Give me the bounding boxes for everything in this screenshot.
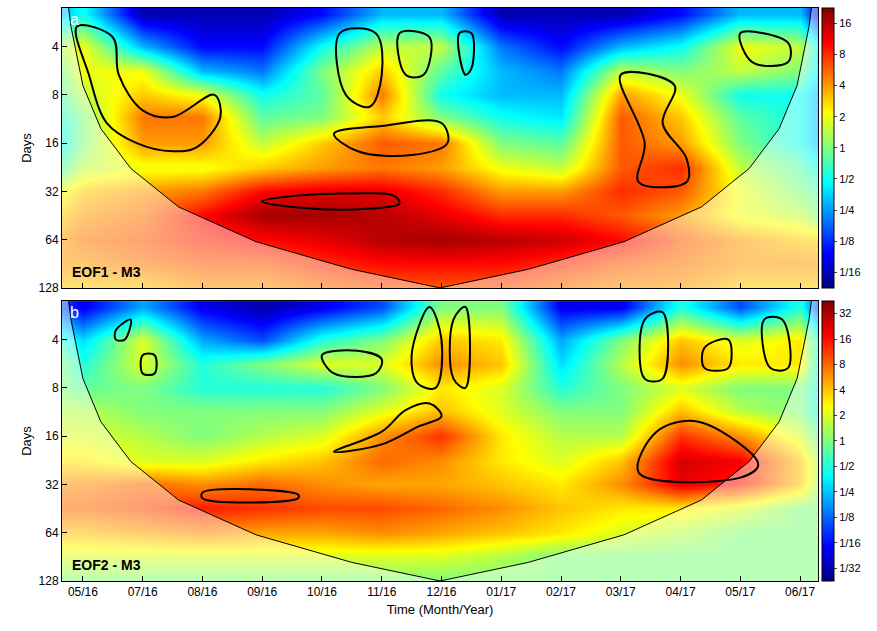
svg-text:02/17: 02/17 — [546, 585, 576, 599]
svg-text:EOF2 - M3: EOF2 - M3 — [72, 557, 141, 573]
svg-text:4: 4 — [839, 79, 845, 91]
svg-text:06/17: 06/17 — [785, 585, 815, 599]
svg-text:1: 1 — [839, 142, 845, 154]
svg-text:64: 64 — [45, 526, 59, 540]
svg-text:16: 16 — [45, 136, 59, 150]
svg-text:Days: Days — [19, 133, 34, 163]
svg-text:32: 32 — [839, 307, 851, 319]
svg-text:2: 2 — [839, 111, 845, 123]
svg-text:16: 16 — [839, 17, 851, 29]
svg-text:10/16: 10/16 — [307, 585, 337, 599]
svg-text:07/16: 07/16 — [128, 585, 158, 599]
svg-text:2: 2 — [839, 409, 845, 421]
svg-text:1: 1 — [839, 435, 845, 447]
svg-text:08/16: 08/16 — [187, 585, 217, 599]
svg-text:4: 4 — [52, 333, 59, 347]
svg-text:4: 4 — [839, 384, 845, 396]
svg-text:1/16: 1/16 — [839, 266, 860, 278]
svg-text:8: 8 — [839, 358, 845, 370]
svg-text:1/4: 1/4 — [839, 486, 854, 498]
svg-text:Days: Days — [19, 426, 34, 456]
svg-text:b: b — [70, 304, 79, 321]
svg-text:1/2: 1/2 — [839, 460, 854, 472]
svg-text:8: 8 — [52, 381, 59, 395]
svg-text:1/8: 1/8 — [839, 235, 854, 247]
svg-text:03/17: 03/17 — [606, 585, 636, 599]
svg-text:EOF1 - M3: EOF1 - M3 — [72, 264, 141, 280]
svg-text:32: 32 — [45, 478, 59, 492]
svg-text:09/16: 09/16 — [247, 585, 277, 599]
svg-text:Time (Month/Year): Time (Month/Year) — [387, 602, 494, 617]
svg-text:8: 8 — [839, 48, 845, 60]
svg-text:05/17: 05/17 — [725, 585, 755, 599]
svg-text:128: 128 — [39, 281, 59, 295]
svg-text:64: 64 — [45, 233, 59, 247]
svg-text:1/16: 1/16 — [839, 537, 860, 549]
svg-text:04/17: 04/17 — [666, 585, 696, 599]
svg-text:11/16: 11/16 — [367, 585, 396, 599]
svg-text:8: 8 — [52, 88, 59, 102]
svg-text:128: 128 — [39, 574, 59, 588]
svg-text:4: 4 — [52, 40, 59, 54]
svg-text:16: 16 — [839, 333, 851, 345]
svg-text:12/16: 12/16 — [426, 585, 456, 599]
svg-text:1/4: 1/4 — [839, 204, 854, 216]
svg-text:1/8: 1/8 — [839, 511, 854, 523]
svg-text:05/16: 05/16 — [68, 585, 98, 599]
svg-text:a: a — [70, 11, 79, 28]
svg-text:1/2: 1/2 — [839, 173, 854, 185]
svg-text:1/32: 1/32 — [839, 562, 860, 574]
svg-text:32: 32 — [45, 185, 59, 199]
svg-text:16: 16 — [45, 429, 59, 443]
svg-text:01/17: 01/17 — [486, 585, 516, 599]
